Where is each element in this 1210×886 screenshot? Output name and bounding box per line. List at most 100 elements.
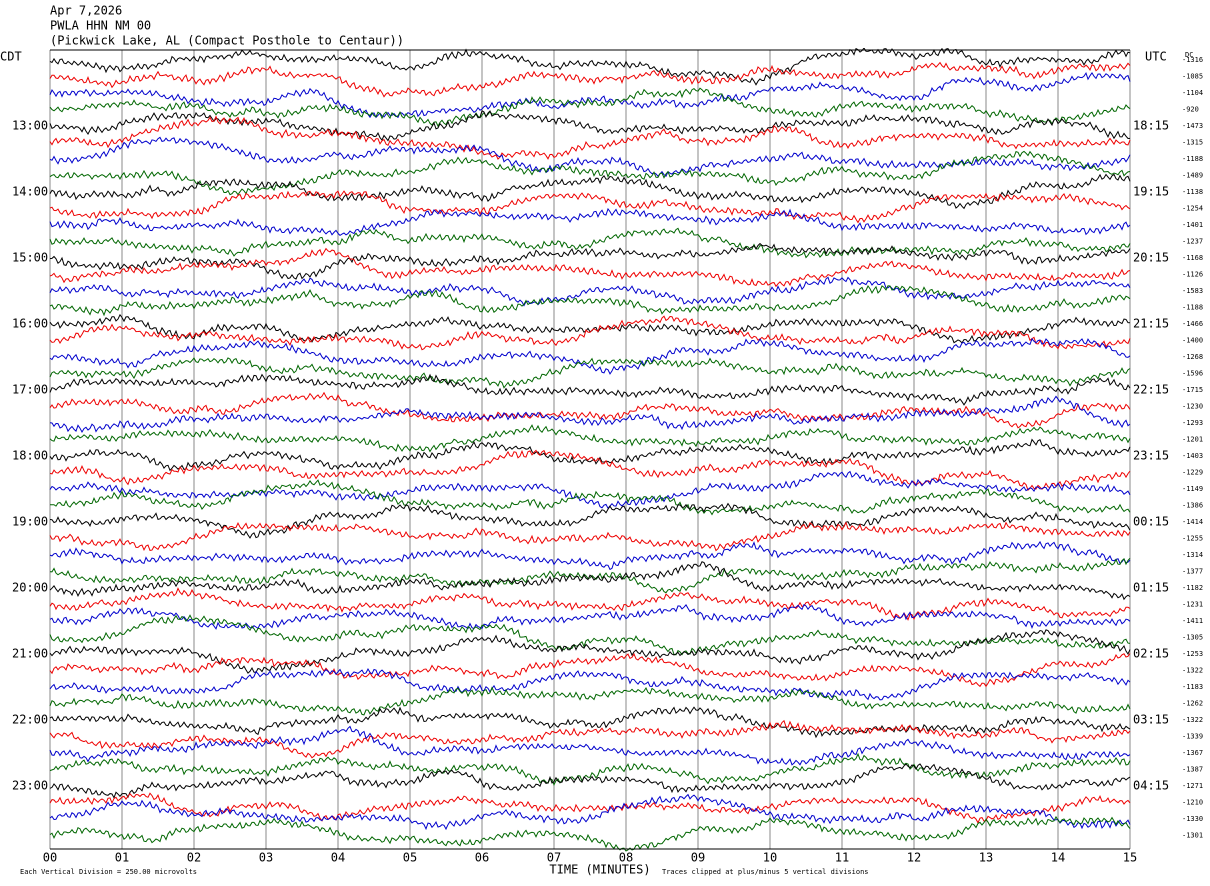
left-hour-label: 14:00 [12,185,48,199]
dc-value: -1387 [1182,766,1203,774]
left-axis-label: CDT [0,50,22,64]
dc-value: -1231 [1182,601,1203,609]
left-hour-label: 18:00 [12,449,48,463]
trace [49,424,1131,453]
dc-value: -1377 [1182,568,1203,576]
trace [49,285,1131,317]
x-tick-label: 02 [187,851,201,865]
location: (Pickwick Lake, AL (Compact Posthole to … [50,34,404,48]
dc-value: -1138 [1182,188,1203,196]
x-tick-label: 14 [1051,851,1065,865]
trace [49,603,1131,630]
dc-value: -1466 [1182,320,1203,328]
x-axis-label: TIME (MINUTES) [549,863,650,877]
right-hour-label: 02:15 [1133,647,1169,661]
trace [49,793,1131,831]
x-tick-label: 12 [907,851,921,865]
header-mask [0,0,1210,48]
dc-value: -1322 [1182,667,1203,675]
trace [49,136,1131,177]
x-tick-label: 08 [619,851,633,865]
trace [49,557,1131,594]
right-hour-label: 23:15 [1133,449,1169,463]
trace [49,686,1131,716]
scale-note: Each Vertical Division = 250.00 microvol… [20,868,197,876]
trace [49,47,1131,86]
x-tick-label: 00 [43,851,57,865]
trace [49,373,1131,406]
dc-value: -1237 [1182,238,1203,246]
left-hour-label: 22:00 [12,713,48,727]
trace [49,629,1131,674]
dc-value: -1188 [1182,304,1203,312]
left-hour-label: 21:00 [12,647,48,661]
dc-value: -1330 [1182,815,1203,823]
dc-value: -1182 [1182,584,1203,592]
date: Apr 7,2026 [50,4,122,18]
trace [49,242,1131,280]
clip-note: Traces clipped at plus/minus 5 vertical … [662,868,869,876]
left-hour-label: 13:00 [12,119,48,133]
trace [49,173,1131,210]
trace [49,502,1131,539]
dc-value: -1401 [1182,221,1203,229]
dc-value: -1322 [1182,716,1203,724]
right-hour-label: 01:15 [1133,581,1169,595]
trace [49,247,1131,288]
x-tick-label: 07 [547,851,561,865]
trace [49,521,1131,552]
right-axis-label: UTC [1145,50,1167,64]
dc-value: -1367 [1182,749,1203,757]
trace [49,61,1131,98]
trace [49,150,1131,196]
right-hour-label: 04:15 [1133,779,1169,793]
x-tick-label: 05 [403,851,417,865]
traces [49,47,1131,852]
trace [49,115,1131,160]
right-hour-label: 22:15 [1133,383,1169,397]
dc-value: -1210 [1182,799,1203,807]
trace [49,815,1131,852]
trace [49,71,1131,119]
trace [49,190,1131,224]
trace [49,614,1131,656]
trace [49,667,1131,701]
trace [49,652,1131,688]
dc-value: -1386 [1182,502,1203,510]
grid [49,50,1131,849]
dc-value: -1403 [1182,452,1203,460]
dc-value: -1254 [1182,205,1203,213]
trace [49,395,1131,434]
trace [49,87,1131,128]
trace [49,438,1131,472]
trace [49,313,1131,344]
trace [49,470,1131,510]
left-hour-label: 20:00 [12,581,48,595]
right-hour-label: 18:15 [1133,119,1169,133]
trace [49,315,1131,351]
dc-value: -1201 [1182,436,1203,444]
trace [50,479,1131,516]
left-hour-label: 23:00 [12,779,48,793]
trace [49,110,1131,142]
dc-value: -1104 [1182,89,1203,97]
trace [49,357,1131,389]
dc-value: -1268 [1182,353,1203,361]
right-hour-label: 21:15 [1133,317,1169,331]
dc-label: DC [1185,51,1193,59]
dc-value: -1149 [1182,485,1203,493]
right-hour-label: 00:15 [1133,515,1169,529]
trace [49,391,1131,429]
dc-value: -920 [1182,106,1199,114]
dc-value: -1473 [1182,122,1203,130]
dc-value: -1583 [1182,287,1203,295]
x-tick-label: 04 [331,851,345,865]
dc-value: -1400 [1182,337,1203,345]
dc-value: -1596 [1182,370,1203,378]
dc-value: -1293 [1182,419,1203,427]
dc-value: -1262 [1182,700,1203,708]
dc-value: -1314 [1182,551,1203,559]
x-tick-label: 06 [475,851,489,865]
dc-value: -1414 [1182,518,1203,526]
